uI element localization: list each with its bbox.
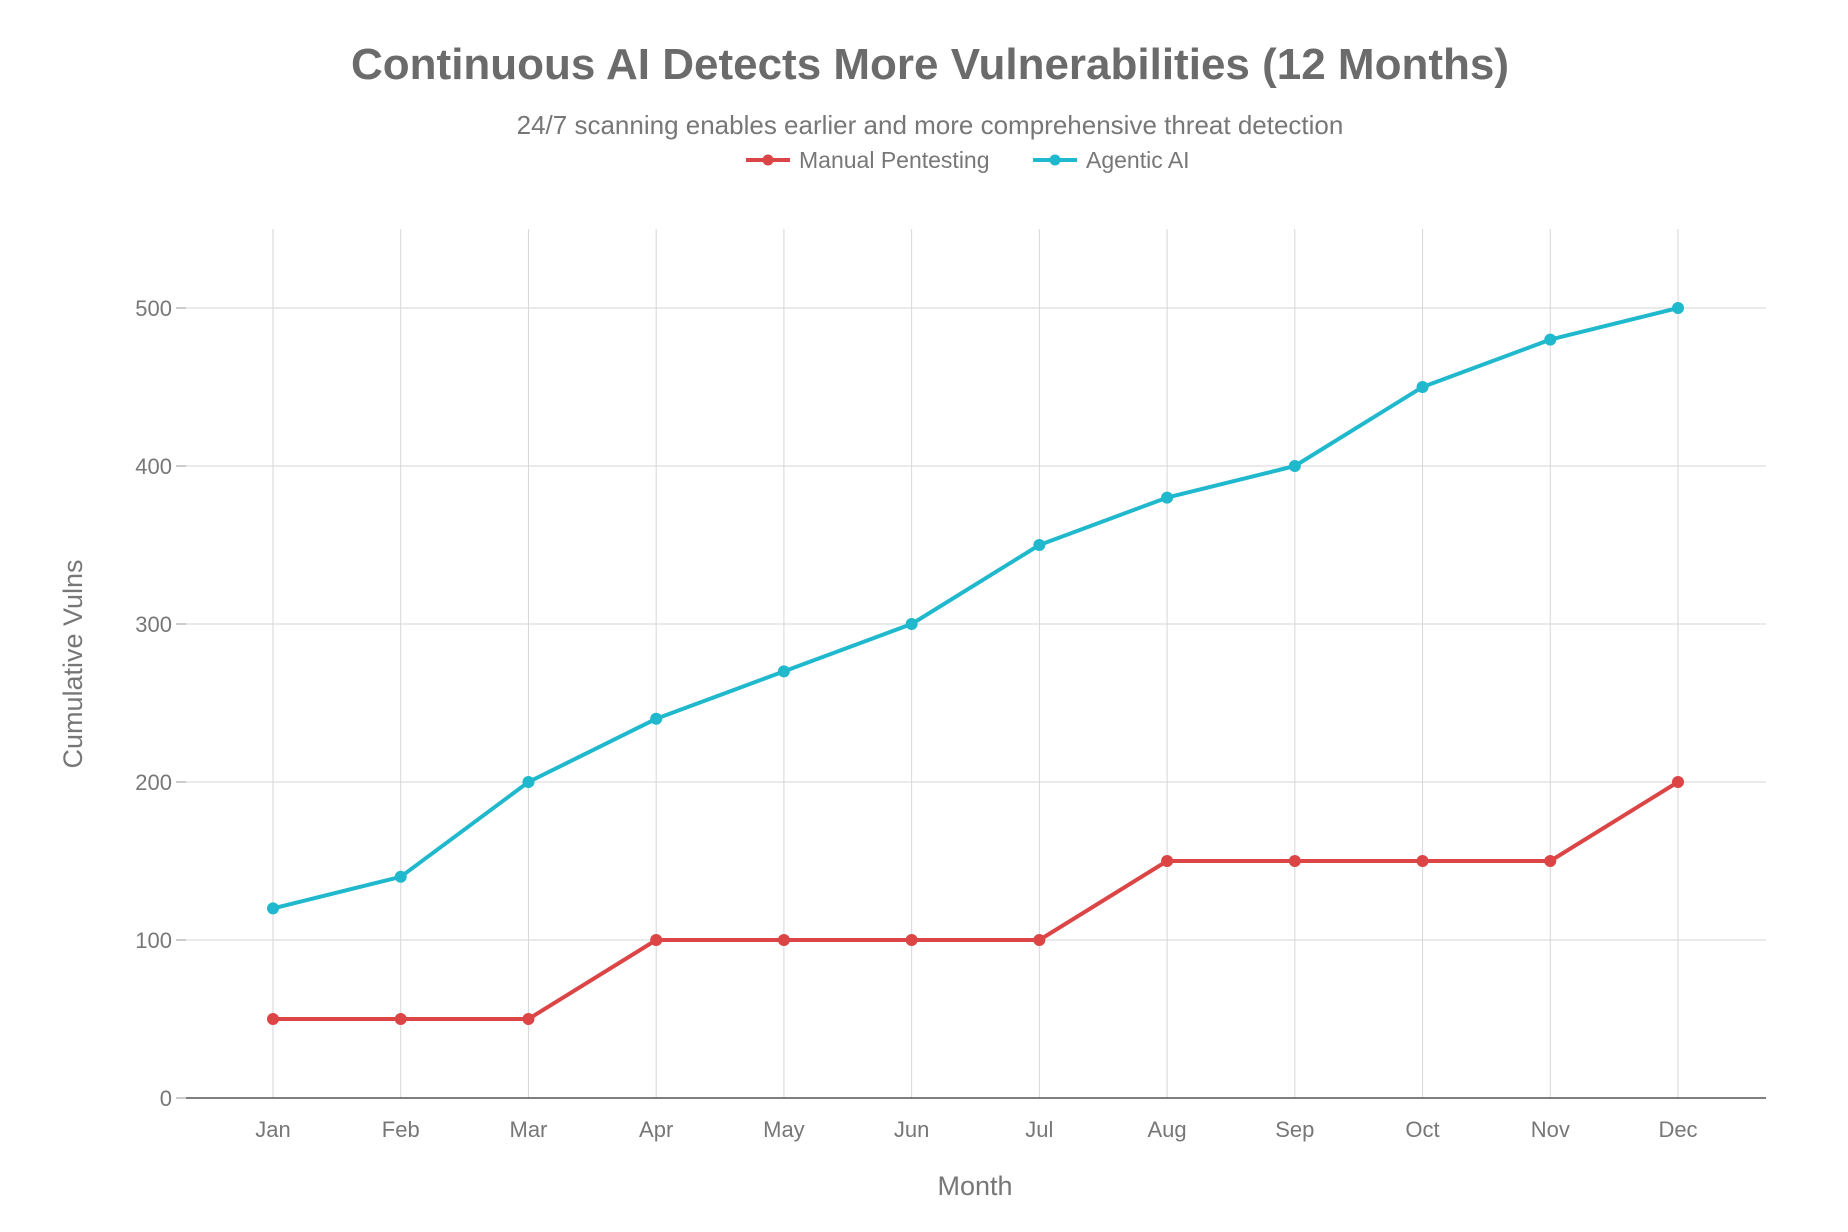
data-point bbox=[522, 1013, 535, 1025]
y-tick-label: 300 bbox=[135, 612, 172, 637]
tick-labels: Jan Feb Mar Apr May Jun Jul Aug Sep Oct Nov Dec 0 100… bbox=[135, 296, 1697, 1142]
y-axis-title: Cumulative Vulns bbox=[58, 559, 88, 768]
series-line-manual-pentesting bbox=[273, 780, 1680, 1021]
x-tick-label: Jul bbox=[1025, 1117, 1053, 1142]
series-line-agentic-ai bbox=[272, 306, 1679, 911]
x-tick-label: Jan bbox=[255, 1117, 290, 1142]
data-point bbox=[650, 934, 663, 946]
y-tick-label: 500 bbox=[135, 296, 172, 321]
y-tick-label: 0 bbox=[160, 1086, 172, 1111]
legend-label-manual: Manual Pentesting bbox=[799, 147, 990, 173]
series-group bbox=[267, 302, 1684, 1025]
legend: Manual Pentesting Agentic AI bbox=[746, 147, 1190, 173]
x-tick-label: Jun bbox=[894, 1117, 929, 1142]
data-point bbox=[1161, 491, 1174, 504]
data-point bbox=[1033, 539, 1046, 551]
x-axis-title: Month bbox=[937, 1171, 1012, 1201]
x-tick-label: Nov bbox=[1531, 1117, 1570, 1142]
data-point bbox=[1288, 460, 1301, 472]
data-point bbox=[650, 712, 663, 725]
data-point bbox=[394, 1013, 407, 1025]
data-point bbox=[777, 665, 790, 678]
data-point bbox=[777, 934, 790, 946]
x-tick-label: Oct bbox=[1405, 1117, 1439, 1142]
data-point bbox=[1416, 855, 1429, 867]
y-tick-label: 100 bbox=[135, 928, 172, 953]
data-point bbox=[1544, 855, 1557, 867]
legend-marker-agentic bbox=[1049, 154, 1061, 166]
legend-label-agentic: Agentic AI bbox=[1086, 147, 1190, 173]
data-point bbox=[1288, 855, 1301, 867]
y-tick-label: 400 bbox=[135, 454, 172, 479]
legend-item-manual[interactable]: Manual Pentesting bbox=[746, 147, 990, 173]
data-point bbox=[1161, 855, 1174, 867]
grid bbox=[176, 229, 1766, 1099]
chart-subtitle: 24/7 scanning enables earlier and more c… bbox=[517, 110, 1344, 140]
data-point bbox=[1672, 302, 1684, 314]
data-point bbox=[522, 776, 535, 788]
data-point bbox=[267, 902, 279, 915]
data-point bbox=[267, 1013, 279, 1025]
data-point bbox=[1544, 333, 1557, 346]
x-tick-label: Dec bbox=[1658, 1117, 1697, 1142]
data-point bbox=[905, 618, 918, 630]
chart-title: Continuous AI Detects More Vulnerabiliti… bbox=[351, 40, 1509, 89]
x-tick-label: May bbox=[763, 1117, 805, 1142]
data-point bbox=[1033, 934, 1046, 946]
legend-marker-manual bbox=[762, 154, 774, 166]
x-tick-label: Aug bbox=[1148, 1117, 1187, 1142]
data-point bbox=[905, 934, 918, 946]
data-point bbox=[1416, 381, 1429, 393]
x-tick-label: Mar bbox=[510, 1117, 548, 1142]
data-point bbox=[1672, 776, 1684, 788]
x-tick-label: Apr bbox=[639, 1117, 673, 1142]
x-tick-label: Feb bbox=[382, 1117, 420, 1142]
y-tick-label: 200 bbox=[135, 770, 172, 795]
legend-item-agentic[interactable]: Agentic AI bbox=[1033, 147, 1190, 173]
x-tick-label: Sep bbox=[1275, 1117, 1314, 1142]
data-point bbox=[394, 870, 407, 883]
